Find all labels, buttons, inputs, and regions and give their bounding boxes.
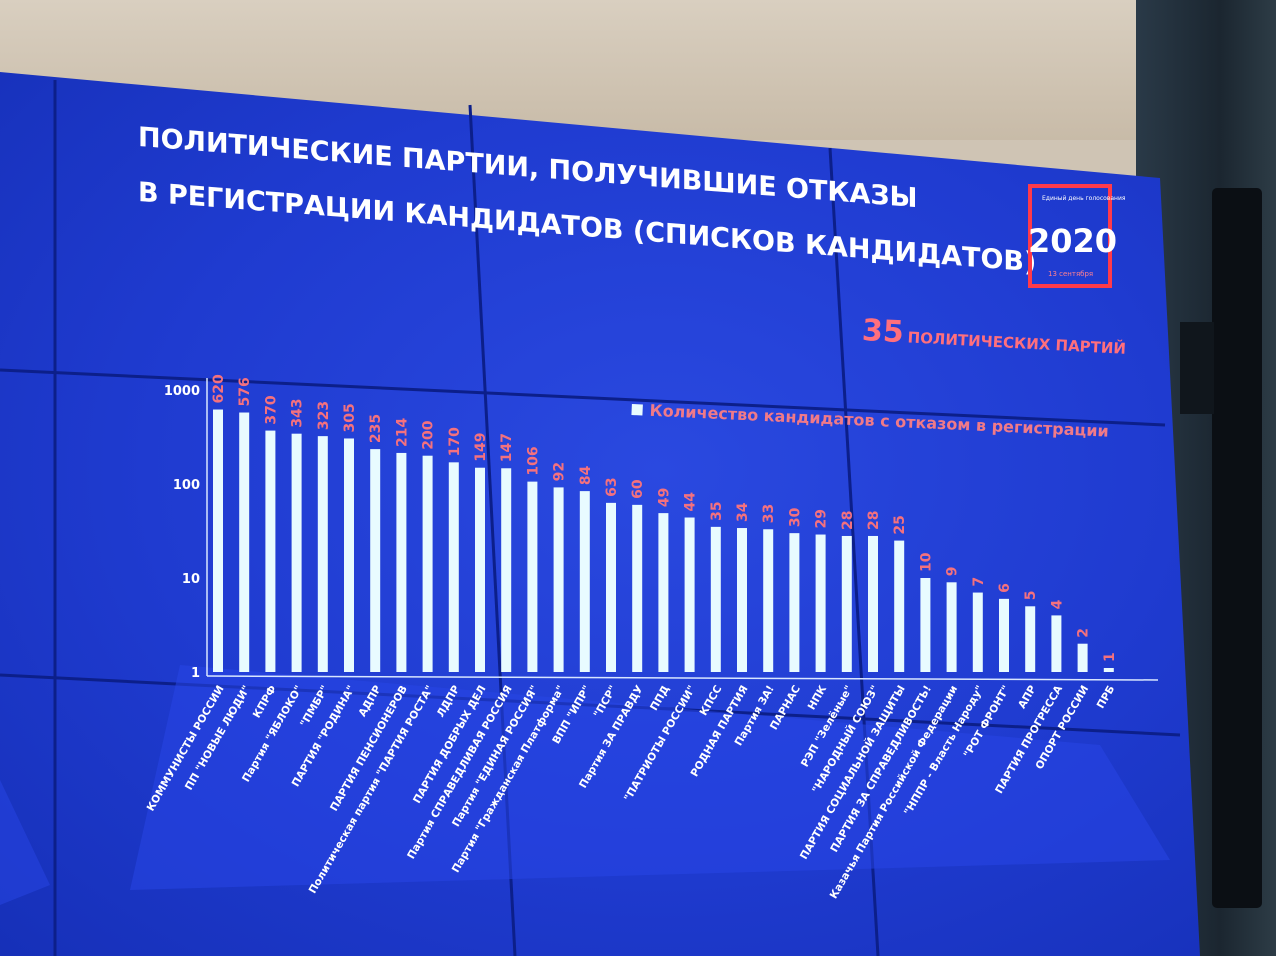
bar <box>213 409 223 672</box>
bar <box>789 533 800 672</box>
legend-swatch <box>631 403 643 416</box>
bar <box>737 528 747 672</box>
bar <box>815 534 826 672</box>
category-label: АПР <box>1016 683 1039 711</box>
bar-value-label: 60 <box>630 479 646 499</box>
bar-value-label: 44 <box>683 492 699 512</box>
bar <box>920 578 931 672</box>
bar <box>475 467 485 672</box>
chart-legend: Количество кандидатов с отказом в регист… <box>631 401 1109 441</box>
bar-value-label: 92 <box>552 462 568 481</box>
bar-value-label: 9 <box>945 567 961 577</box>
party-count-number: 35 <box>861 313 905 350</box>
bar-value-label: 147 <box>499 433 515 462</box>
bar <box>894 540 905 672</box>
legend-label: Количество кандидатов с отказом в регист… <box>649 401 1109 441</box>
bar-value-label: 28 <box>840 510 856 529</box>
bar-value-label: 63 <box>604 477 620 496</box>
bar-value-label: 29 <box>814 509 830 528</box>
x-axis <box>206 675 1159 681</box>
bar-value-label: 7 <box>971 577 987 587</box>
bar <box>632 504 643 672</box>
bar-value-label: 214 <box>394 417 410 446</box>
bar <box>763 529 774 672</box>
bar-value-label: 200 <box>421 420 437 449</box>
bar-value-label: 10 <box>918 552 934 572</box>
bar <box>265 430 276 672</box>
wall-mount <box>1180 322 1214 414</box>
bar <box>1103 668 1114 672</box>
bar <box>291 433 302 672</box>
bar-value-label: 5 <box>1023 591 1039 601</box>
bar <box>841 535 852 672</box>
bar <box>972 592 983 672</box>
y-tick-label: 100 <box>173 478 200 493</box>
bar-value-label: 576 <box>237 377 253 406</box>
bar-value-label: 170 <box>447 427 463 456</box>
bar-value-label: 84 <box>578 465 594 485</box>
bar-value-label: 149 <box>473 432 489 461</box>
bar-value-label: 343 <box>290 398 306 427</box>
bar <box>868 535 878 672</box>
bar <box>579 491 590 672</box>
bar <box>684 517 695 672</box>
bar <box>239 412 250 672</box>
bar-value-label: 4 <box>1049 599 1065 609</box>
bar <box>370 449 381 672</box>
bar-value-label: 370 <box>263 395 279 424</box>
bar <box>1077 643 1088 672</box>
bars <box>213 409 1114 672</box>
bar <box>999 598 1009 672</box>
bar <box>553 487 564 672</box>
chart-floor-left <box>0 780 50 905</box>
bar <box>1025 606 1036 672</box>
chart-floor <box>130 665 1170 890</box>
bar-value-label: 305 <box>342 403 358 432</box>
speaker-column <box>1212 188 1262 908</box>
bar-value-label: 620 <box>211 374 227 403</box>
title-group: ПОЛИТИЧЕСКИЕ ПАРТИИ, ПОЛУЧИВШИЕ ОТКАЗЫ В… <box>138 122 1036 279</box>
bar-value-label: 33 <box>761 504 777 523</box>
y-tick-label: 10 <box>182 572 200 587</box>
bar-value-label: 323 <box>316 401 332 430</box>
bar <box>501 468 512 672</box>
category-label: ПРБ <box>1095 684 1118 711</box>
bar-value-label: 49 <box>656 488 672 507</box>
bar <box>1051 615 1062 672</box>
election-logo: Единый день голосования 2020 13 сентября <box>1028 184 1126 288</box>
bar-value-label: 25 <box>892 515 908 534</box>
y-tick-label: 1 <box>191 666 200 681</box>
bar-value-label: 235 <box>368 414 384 443</box>
bar <box>606 502 616 672</box>
bar <box>422 455 433 672</box>
bar <box>527 481 538 672</box>
bar-value-label: 30 <box>787 507 803 527</box>
bar <box>344 438 354 672</box>
bar-value-label: 28 <box>866 510 882 529</box>
bar-value-label: 6 <box>997 583 1013 593</box>
bar-value-label: 34 <box>735 502 751 522</box>
y-tick-label: 1000 <box>164 384 200 399</box>
bar-value-label: 106 <box>525 446 541 475</box>
y-tick-labels: 1 10 100 1000 <box>164 384 200 681</box>
logo-date: 13 сентября <box>1048 270 1093 278</box>
category-label: НПК <box>806 683 830 712</box>
party-count-text: ПОЛИТИЧЕСКИХ ПАРТИЙ <box>907 327 1126 357</box>
bar <box>658 513 669 672</box>
bar-value-label: 1 <box>1102 652 1118 662</box>
bar <box>448 462 459 672</box>
bar-value-label: 35 <box>709 501 725 520</box>
bar <box>710 526 721 672</box>
logo-year: 2020 <box>1028 222 1117 260</box>
bar <box>317 436 328 672</box>
party-count: 35 ПОЛИТИЧЕСКИХ ПАРТИЙ <box>861 313 1126 358</box>
bar <box>396 452 407 672</box>
bar-value-label: 2 <box>1076 628 1092 638</box>
logo-small-text: Единый день голосования <box>1042 195 1126 202</box>
bar <box>946 582 957 672</box>
